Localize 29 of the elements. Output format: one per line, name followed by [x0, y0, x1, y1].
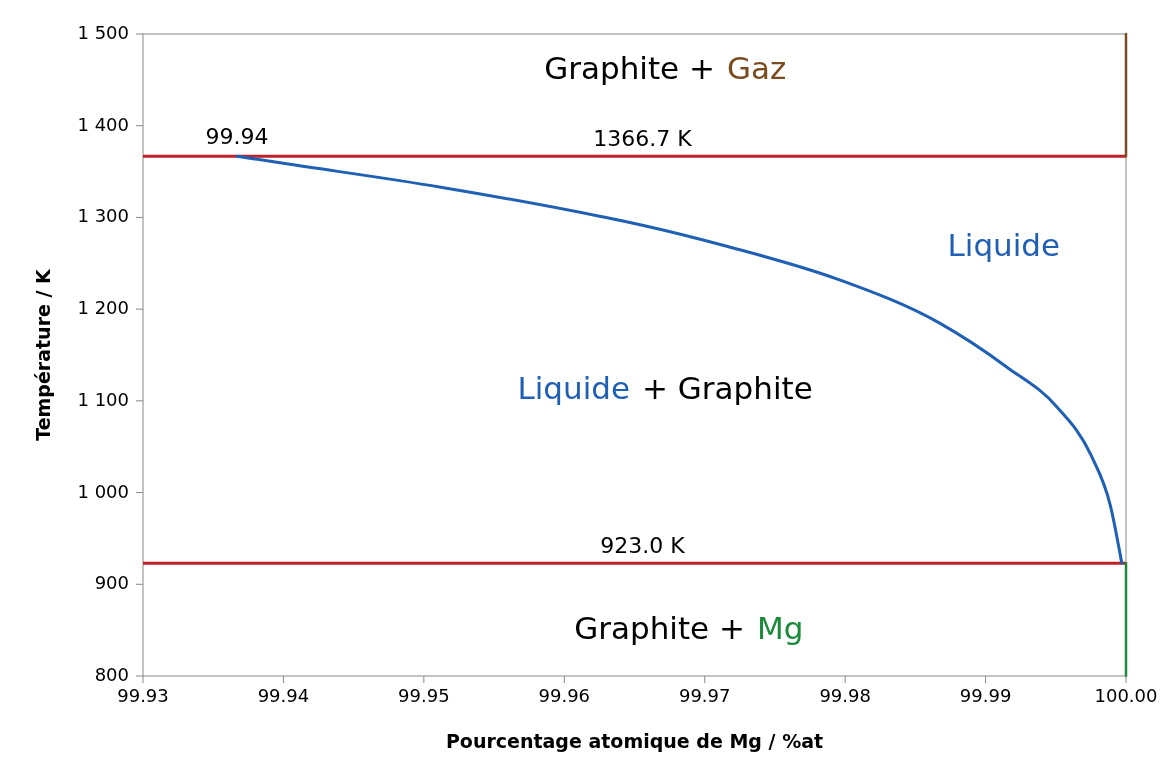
text: Liquide [517, 369, 630, 406]
ref-line-label: 1366.7 K [593, 126, 693, 152]
y-tick-label: 900 [94, 572, 129, 594]
y-tick-label: 1 400 [77, 113, 129, 135]
ref-line-label: 923.0 K [600, 533, 686, 559]
x-tick-label: 100.00 [1094, 685, 1158, 706]
y-axis-title: Température / K [32, 267, 54, 441]
x-axis-title: Pourcentage atomique de Mg / %at [445, 730, 824, 752]
y-tick-label: 1 000 [77, 480, 129, 502]
x-tick-label: 99.93 [117, 685, 169, 706]
x-tick-label: 99.99 [959, 685, 1012, 706]
line-series [235, 154, 1124, 565]
annotation: 99.94 [205, 124, 269, 150]
annotation: Graphite + [574, 609, 745, 646]
x-tick-label: 99.97 [678, 685, 731, 706]
y-tick-label: 1 500 [77, 22, 129, 43]
annotation: + Graphite [642, 369, 813, 406]
text: Mg [757, 609, 804, 646]
y-tick-label: 1 100 [77, 388, 129, 410]
y-tick-label: 1 300 [77, 205, 129, 227]
x-tick-label: 99.95 [398, 685, 450, 706]
y-tick-label: 1 200 [77, 297, 129, 319]
annotation: Graphite + [544, 49, 715, 86]
y-tick-label: 800 [94, 664, 129, 685]
series-label: Liquide [947, 227, 1061, 264]
x-tick-label: 99.98 [819, 685, 871, 706]
x-tick-label: 99.96 [538, 685, 591, 706]
x-tick-label: 99.94 [257, 685, 310, 706]
text: Gaz [727, 49, 787, 86]
